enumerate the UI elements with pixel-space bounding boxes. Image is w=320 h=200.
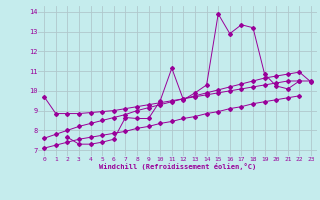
X-axis label: Windchill (Refroidissement éolien,°C): Windchill (Refroidissement éolien,°C) — [99, 163, 256, 170]
